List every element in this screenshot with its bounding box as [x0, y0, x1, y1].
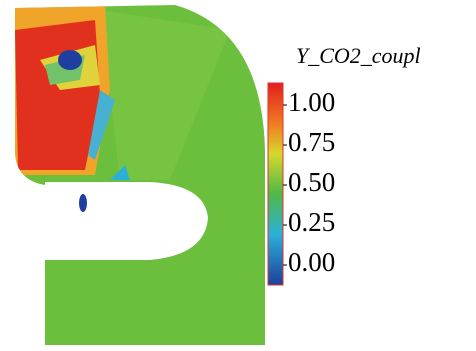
tick-label: 1.00	[288, 87, 335, 117]
contour-field	[15, 5, 265, 345]
tick-label: 0.00	[288, 247, 335, 277]
tick-label: 0.25	[288, 207, 335, 237]
colorbar	[267, 82, 284, 286]
blue-spot	[79, 194, 87, 212]
colorbar-title: Y_CO2_coupl	[296, 43, 421, 68]
tick-label: 0.75	[288, 127, 335, 157]
tick-label: 0.50	[288, 167, 335, 197]
